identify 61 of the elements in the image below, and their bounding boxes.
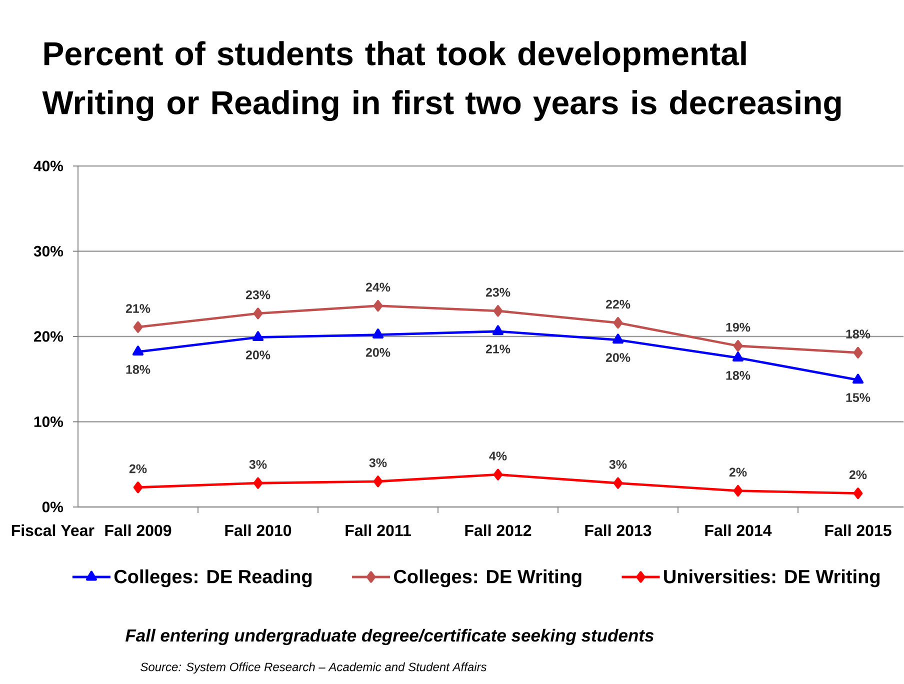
- point: [373, 300, 383, 312]
- point: [493, 468, 503, 480]
- point: [852, 374, 864, 384]
- point: [853, 488, 863, 500]
- data-label: 23%: [486, 288, 510, 297]
- y-tick-label: 20%: [34, 331, 64, 342]
- data-label: 21%: [126, 304, 150, 313]
- data-label: 21%: [486, 344, 510, 354]
- x-axis-title: Fiscal Year: [12, 524, 94, 536]
- data-label: 23%: [246, 290, 270, 300]
- point: [732, 352, 744, 362]
- data-label: 20%: [366, 348, 390, 357]
- point: [132, 346, 144, 356]
- text: Fall entering undergraduate degree/certificate seeking students: [126, 628, 654, 646]
- data-label: 18%: [726, 371, 750, 380]
- data-label: 15%: [846, 393, 870, 402]
- point: [493, 305, 503, 317]
- x-tick-label: Fall 2012: [465, 524, 532, 536]
- legend-label: Colleges: DE Reading: [114, 569, 312, 588]
- y-tick-label: 0%: [42, 502, 64, 512]
- point: [373, 476, 383, 488]
- chart-title: Percent of students that took developmental Writing or Reading in first two years is decreasing: [42, 41, 841, 122]
- data-label: 2%: [129, 464, 147, 474]
- data-label: 18%: [846, 330, 870, 338]
- x-tick-label: Fall 2010: [225, 524, 292, 536]
- point: [253, 477, 263, 489]
- data-label: 24%: [366, 282, 390, 292]
- point: [733, 340, 743, 352]
- point: [253, 308, 263, 320]
- data-label: 20%: [606, 353, 630, 362]
- data-label: 2%: [729, 468, 747, 477]
- data-label: 19%: [726, 322, 750, 332]
- data-label: 3%: [369, 458, 387, 468]
- data-label: 22%: [606, 300, 630, 309]
- point: [853, 346, 863, 358]
- point: [252, 331, 264, 342]
- data-label: 18%: [126, 365, 150, 374]
- point: [613, 317, 623, 329]
- source-note: Source: System Office Research – Academic and Student Affairs: [140, 662, 487, 674]
- point: [733, 484, 743, 497]
- y-tick-label: 10%: [34, 416, 64, 428]
- point: [613, 477, 623, 489]
- point: [133, 321, 143, 333]
- legend-label: Colleges: DE Writing: [394, 569, 582, 588]
- point: [492, 325, 504, 336]
- x-tick-label: Fall 2015: [825, 524, 892, 536]
- data-label: 20%: [246, 350, 270, 360]
- y-tick-label: 30%: [34, 246, 64, 257]
- x-tick-label: Fall 2014: [705, 524, 772, 536]
- data-label: 3%: [249, 460, 267, 469]
- point: [133, 482, 143, 494]
- legend-label: Universities: DE Writing: [664, 569, 880, 588]
- x-tick-label: Fall 2011: [346, 524, 411, 536]
- data-label: 2%: [849, 470, 867, 480]
- data-label: 4%: [489, 452, 507, 460]
- data-label: 3%: [609, 460, 627, 469]
- point: [612, 334, 624, 344]
- point: [372, 328, 384, 338]
- y-tick-label: 40%: [34, 160, 64, 172]
- x-tick-label: Fall 2013: [585, 524, 652, 536]
- x-tick-label: Fall 2009: [105, 524, 172, 536]
